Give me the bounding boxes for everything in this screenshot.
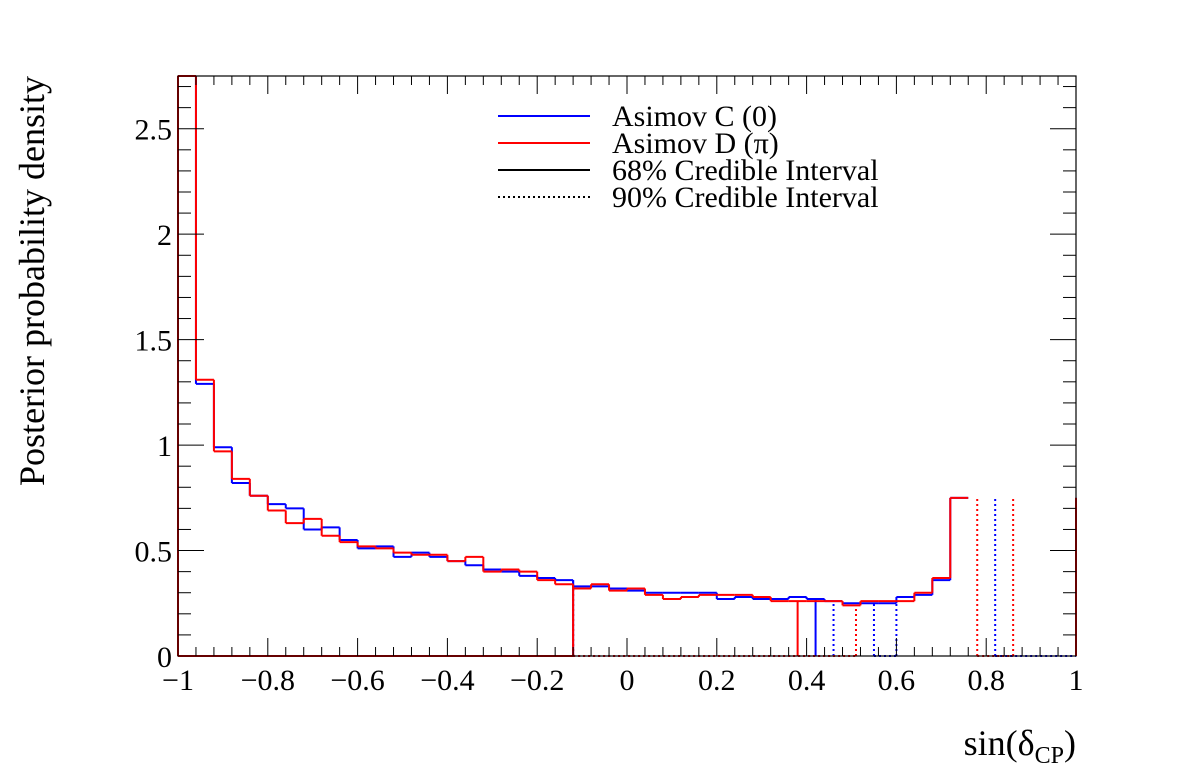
interval90-0 xyxy=(572,497,1076,657)
y-tick-label: 1 xyxy=(157,430,172,463)
x-axis-title-main: sin(δ xyxy=(964,723,1035,763)
x-tick-label: 1 xyxy=(1069,664,1084,697)
x-tick-label: −0.8 xyxy=(241,664,295,697)
y-tick-label: 2 xyxy=(157,219,172,252)
y-axis-title: Posterior probability density xyxy=(12,76,52,486)
x-tick-label: −0.6 xyxy=(330,664,384,697)
legend: Asimov C (0)Asimov D (π)68% Credible Int… xyxy=(498,100,879,214)
x-tick-label: 0.4 xyxy=(788,664,826,697)
x-axis-title-subscript: CP xyxy=(1035,743,1064,769)
x-tick-label: 0 xyxy=(620,664,635,697)
y-tick-label: 0 xyxy=(157,641,172,674)
legend-label: Asimov C (0) xyxy=(612,100,777,133)
x-tick-label: 0.8 xyxy=(967,664,1005,697)
legend-label: 90% Credible Interval xyxy=(612,181,879,214)
legend-label: 68% Credible Interval xyxy=(612,154,879,187)
x-axis-title-close: ) xyxy=(1064,723,1076,763)
y-tick-label: 1.5 xyxy=(135,325,173,358)
y-tick-label: 2.5 xyxy=(135,114,173,147)
x-tick-label: −1 xyxy=(162,664,194,697)
legend-label: Asimov D (π) xyxy=(612,127,779,160)
x-tick-label: −0.2 xyxy=(510,664,564,697)
x-axis-title: sin(δCP) xyxy=(964,723,1076,769)
axis-ticks: −1 −0.8 −0.6 −0.4 −0.2 0 0.2 0.4 0.6 0.8 1 0 0.5 1 1.5… xyxy=(135,76,1084,697)
x-tick-label: 0.2 xyxy=(698,664,736,697)
interval90-1 xyxy=(572,497,1015,657)
x-tick-label: −0.4 xyxy=(420,664,474,697)
interval68-0 xyxy=(178,580,817,657)
y-tick-label: 0.5 xyxy=(135,536,173,569)
x-tick-label: 0.6 xyxy=(878,664,916,697)
